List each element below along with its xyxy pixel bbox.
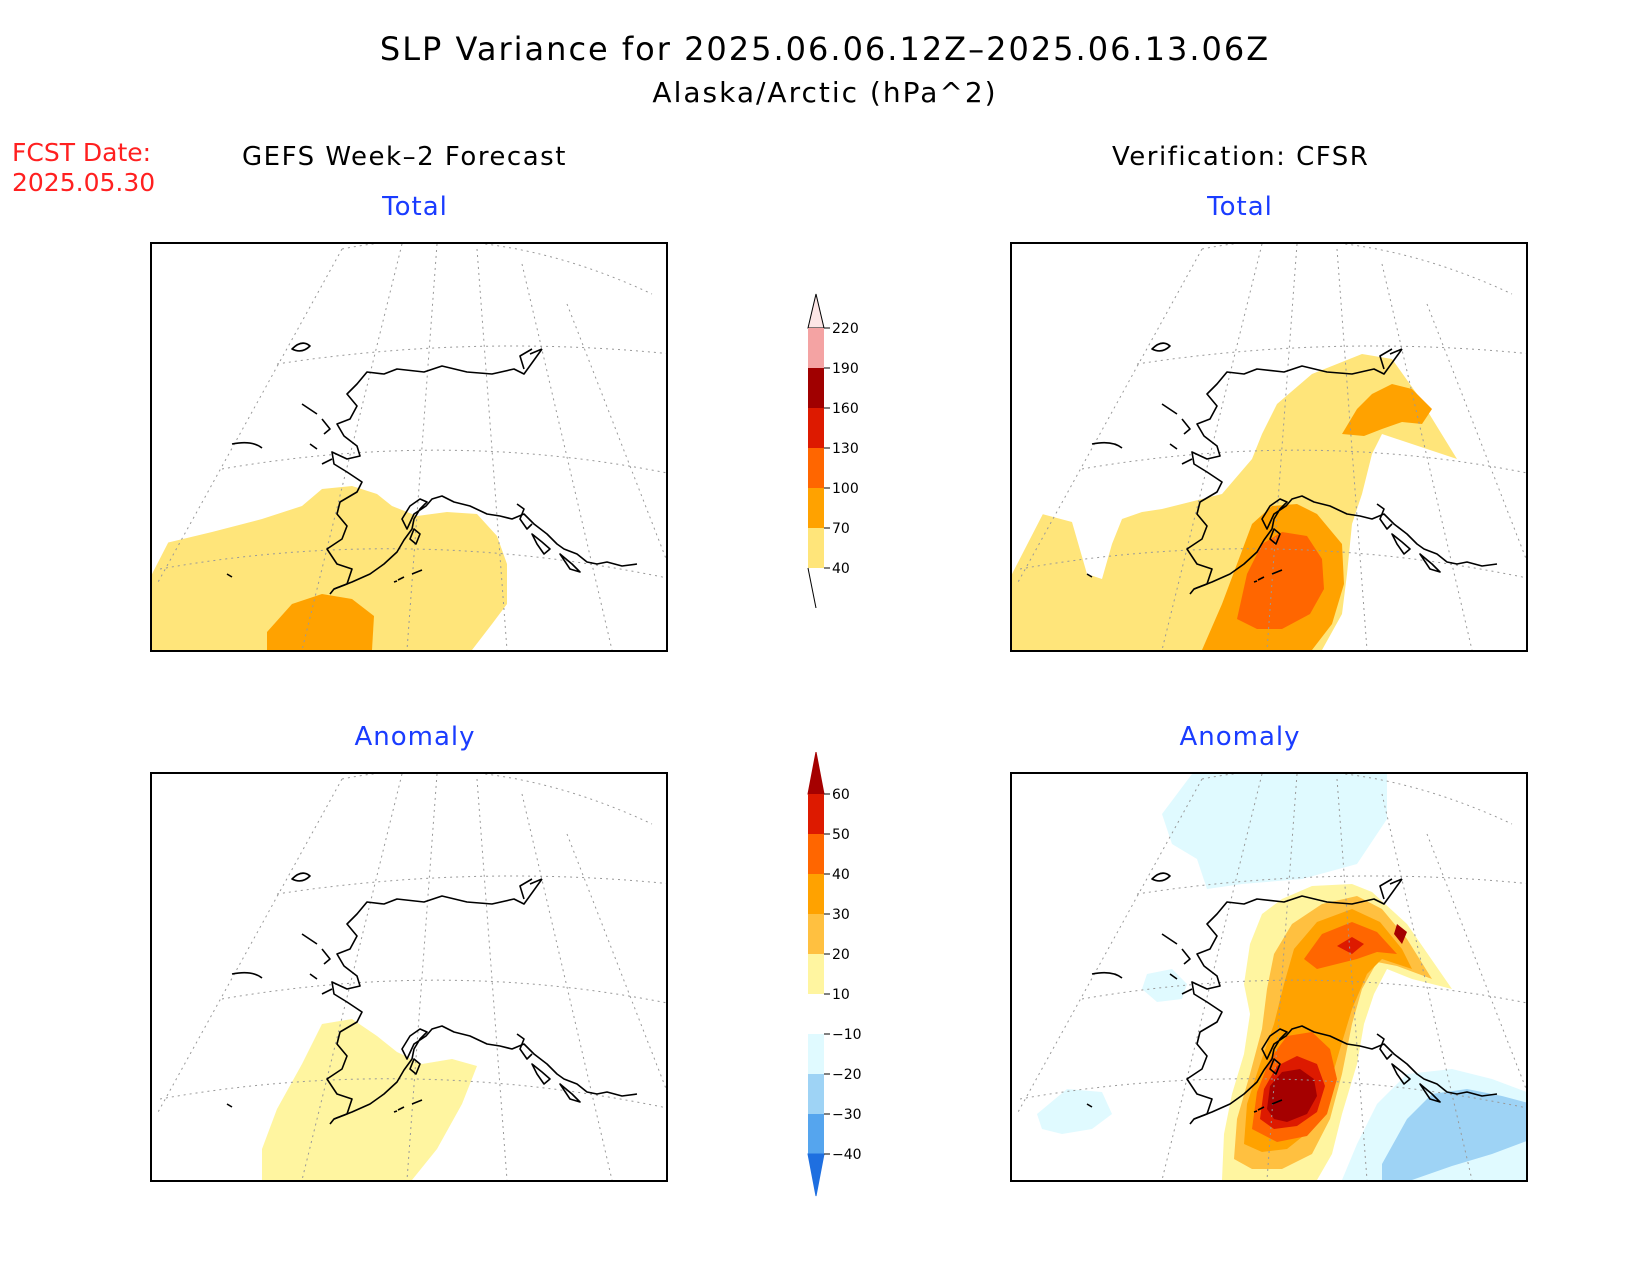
verification-total-map <box>1010 242 1528 652</box>
anomaly-colorbar-segment <box>808 1034 824 1074</box>
total-colorbar-label: 100 <box>832 481 859 497</box>
forecast-total-40-70-contour <box>152 486 507 650</box>
total-colorbar-segment <box>808 368 824 408</box>
forecast-anomaly-10-20-contour <box>262 1019 477 1180</box>
total-colorbar-segment <box>808 408 824 448</box>
verification-anomaly-neg10-west <box>1142 969 1187 1002</box>
anomaly-colorbar-segment <box>808 794 824 834</box>
anomaly-colorbar-bottom-arrow <box>807 1153 825 1197</box>
total-colorbar-label: 190 <box>832 361 859 377</box>
anomaly-colorbar-segment <box>808 874 824 914</box>
anomaly-colorbar-segment <box>808 1074 824 1114</box>
anomaly-colorbar-label: 40 <box>832 867 850 883</box>
fcst-date-label: FCST Date: <box>12 138 152 167</box>
verification-anomaly-neg10-north <box>1162 774 1387 889</box>
total-colorbar-segment <box>808 488 824 528</box>
verification-total-100-130-contour <box>1237 532 1324 629</box>
anomaly-colorbar-label: −40 <box>832 1147 862 1163</box>
forecast-total-map <box>150 242 668 652</box>
total-colorbar-top-arrow <box>807 293 825 329</box>
total-colorbar-label: 130 <box>832 441 859 457</box>
total-colorbar-segment <box>808 328 824 368</box>
verification-column-heading: Verification: CFSR <box>1112 142 1370 172</box>
forecast-total-70-100-contour <box>267 594 374 650</box>
verification-anomaly-neg10-southwest <box>1037 1089 1112 1134</box>
anomaly-colorbar-label: −20 <box>832 1067 862 1083</box>
total-colorbar-label: 70 <box>832 521 850 537</box>
forecast-total-title: Total <box>382 192 448 222</box>
verification-anomaly-neg20-southeast <box>1382 1089 1526 1180</box>
anomaly-colorbar-segment <box>808 834 824 874</box>
anomaly-colorbar-label: 50 <box>832 827 850 843</box>
verification-anomaly-map <box>1010 772 1528 1182</box>
verification-anomaly-gt60-contour <box>1267 924 1407 1122</box>
anomaly-colorbar-segment <box>808 914 824 954</box>
anomaly-colorbar-label: 30 <box>832 907 850 923</box>
total-colorbar-segment <box>808 448 824 488</box>
anomaly-colorbar-label: −10 <box>832 1027 862 1043</box>
total-colorbar-label: 220 <box>832 321 859 337</box>
anomaly-colorbar-segment <box>808 1114 824 1154</box>
verification-total-70-100-contour-north <box>1342 384 1432 436</box>
anomaly-colorbar-label: 20 <box>832 947 850 963</box>
anomaly-colorbar-segment <box>808 954 824 994</box>
forecast-anomaly-map <box>150 772 668 1182</box>
total-colorbar-bottom-tail <box>807 567 817 608</box>
fcst-date-value: 2025.05.30 <box>12 168 156 197</box>
verification-total-title: Total <box>1207 192 1273 222</box>
anomaly-colorbar-segment <box>808 994 824 1034</box>
anomaly-colorbar-label: 10 <box>832 987 850 1003</box>
verification-anomaly-title: Anomaly <box>1179 722 1301 752</box>
anomaly-colorbar-label: −30 <box>832 1107 862 1123</box>
forecast-column-heading: GEFS Week–2 Forecast <box>242 142 567 172</box>
total-colorbar: 220 190 160 130 100 70 40 <box>807 293 859 608</box>
anomaly-colorbar-label: 60 <box>832 787 850 803</box>
total-colorbar-segment <box>808 528 824 568</box>
forecast-anomaly-title: Anomaly <box>354 722 476 752</box>
main-subtitle: Alaska/Arctic (hPa^2) <box>652 76 998 109</box>
main-title: SLP Variance for 2025.06.06.12Z–2025.06.… <box>379 30 1271 68</box>
total-colorbar-label: 40 <box>832 561 850 577</box>
anomaly-colorbar: 60 50 40 30 20 10 −10 −20 −30 −40 <box>807 752 862 1197</box>
total-colorbar-label: 160 <box>832 401 859 417</box>
anomaly-colorbar-top-arrow <box>807 752 825 795</box>
